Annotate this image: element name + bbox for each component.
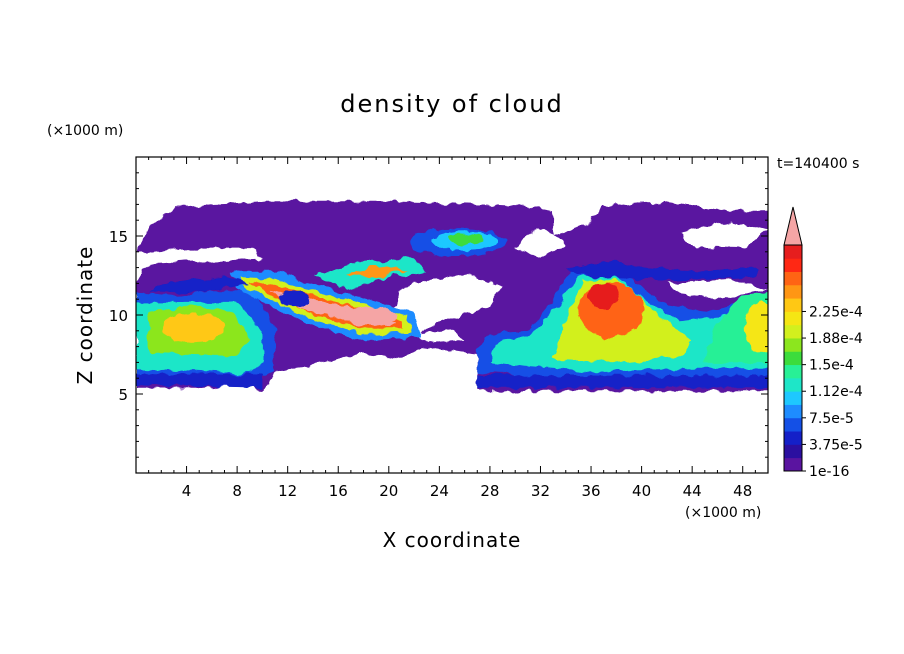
colorbar-swatch bbox=[784, 338, 802, 352]
y-tick-label: 15 bbox=[109, 228, 128, 246]
colorbar-label: 1.12e-4 bbox=[809, 384, 863, 400]
x-tick-label: 4 bbox=[182, 482, 192, 500]
x-tick-label: 48 bbox=[733, 482, 752, 500]
x-tick-label: 8 bbox=[232, 482, 242, 500]
clear-gap bbox=[666, 278, 768, 300]
colorbar-swatch bbox=[784, 364, 802, 379]
colorbar-swatch bbox=[784, 245, 802, 259]
time-label: t=140400 s bbox=[777, 156, 859, 172]
colorbar-swatch bbox=[784, 457, 802, 472]
chart-title: density of cloud bbox=[340, 90, 563, 118]
clear-gap bbox=[414, 329, 465, 344]
upper-streak-core bbox=[344, 266, 408, 279]
blue-fleck bbox=[278, 291, 310, 308]
clear-gap bbox=[388, 273, 503, 338]
x-tick-label: 12 bbox=[278, 482, 297, 500]
right-upper-band bbox=[565, 261, 756, 281]
colorbar-swatch bbox=[784, 417, 802, 432]
left-upper-band bbox=[148, 277, 250, 293]
left-base-band bbox=[136, 373, 263, 388]
colorbar-swatch bbox=[784, 377, 802, 392]
right-core-peak bbox=[588, 283, 619, 309]
colorbar-swatch bbox=[784, 324, 802, 339]
core-peak-lobe bbox=[342, 307, 398, 327]
colorbar-swatch bbox=[784, 391, 802, 405]
colorbar-swatch bbox=[784, 271, 802, 286]
x-unit-label: (×1000 m) bbox=[685, 505, 761, 521]
colorbar-label: 1.88e-4 bbox=[809, 331, 863, 347]
left-deck-core bbox=[160, 313, 226, 342]
y-tick-label: 10 bbox=[109, 307, 128, 325]
x-tick-label: 20 bbox=[379, 482, 398, 500]
colorbar-swatch bbox=[784, 431, 802, 445]
right-edge-core bbox=[745, 302, 768, 353]
clear-gap bbox=[679, 221, 768, 249]
colorbar-swatch bbox=[784, 284, 802, 299]
colorbar-swatch bbox=[784, 404, 802, 419]
colorbar-swatch bbox=[784, 258, 802, 272]
x-tick-label: 36 bbox=[581, 482, 600, 500]
x-tick-label: 24 bbox=[430, 482, 449, 500]
x-tick-label: 28 bbox=[480, 482, 499, 500]
y-axis-label: Z coordinate bbox=[73, 246, 97, 385]
right-base-band bbox=[477, 375, 768, 388]
colorbar-extend-arrow bbox=[783, 206, 803, 246]
colorbar-swatch bbox=[784, 444, 802, 459]
clear-gap bbox=[148, 251, 238, 263]
colorbar-label: 3.75e-5 bbox=[809, 437, 863, 453]
x-tick-label: 32 bbox=[531, 482, 550, 500]
colorbar-swatch bbox=[784, 311, 802, 326]
colorbar-swatch bbox=[784, 298, 802, 312]
x-tick-label: 16 bbox=[329, 482, 348, 500]
upper-patch-core bbox=[449, 233, 485, 245]
colorbar-label: 2.25e-4 bbox=[809, 304, 863, 320]
y-unit-label: (×1000 m) bbox=[47, 123, 123, 139]
y-axis: 5 10 15 bbox=[109, 172, 768, 458]
x-axis: 4 8 12 16 20 24 28 32 36 40 44 48 bbox=[148, 157, 756, 500]
colorbar-label: 7.5e-5 bbox=[809, 411, 854, 427]
colorbar-label: 1.5e-4 bbox=[809, 358, 854, 374]
cloud-field bbox=[136, 201, 768, 393]
x-axis-label: X coordinate bbox=[383, 528, 522, 552]
x-tick-label: 40 bbox=[632, 482, 651, 500]
colorbar: 1e-16 3.75e-5 7.5e-5 1.12e-4 1.5e-4 1.88e-4 2.… bbox=[783, 206, 863, 480]
x-tick-label: 44 bbox=[683, 482, 702, 500]
y-tick-label: 5 bbox=[118, 386, 128, 404]
colorbar-swatch bbox=[784, 351, 802, 366]
clear-gap bbox=[515, 226, 566, 259]
colorbar-frame bbox=[783, 244, 803, 472]
colorbar-label: 1e-16 bbox=[809, 464, 849, 480]
